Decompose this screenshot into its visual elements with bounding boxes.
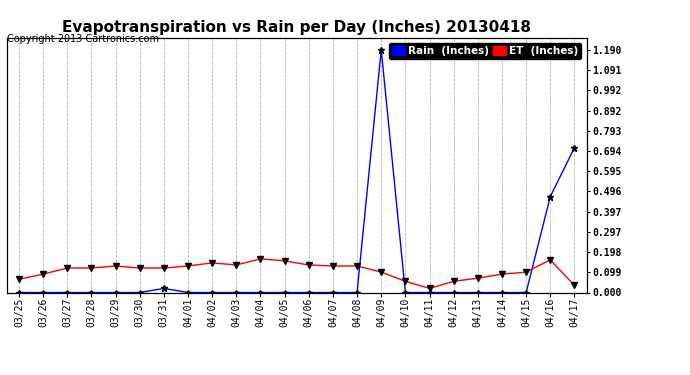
Title: Evapotranspiration vs Rain per Day (Inches) 20130418: Evapotranspiration vs Rain per Day (Inch… bbox=[62, 20, 531, 35]
Legend: Rain  (Inches), ET  (Inches): Rain (Inches), ET (Inches) bbox=[389, 43, 581, 59]
Text: Copyright 2013 Cartronics.com: Copyright 2013 Cartronics.com bbox=[7, 34, 159, 44]
